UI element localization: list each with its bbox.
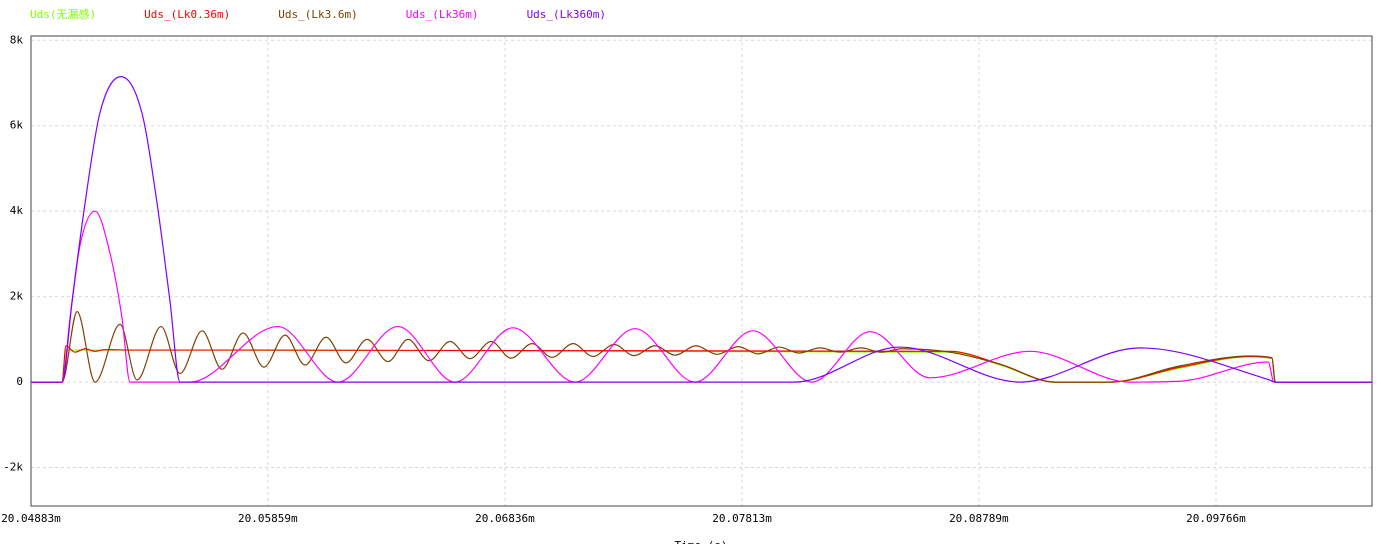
x-tick-label: 20.09766m [1186, 512, 1246, 525]
legend-entry: Uds_(Lk360m) [527, 8, 606, 21]
series-line [31, 310, 1372, 383]
series-line [31, 210, 1372, 383]
legend-entry: Uds_(Lk0.36m) [144, 8, 230, 21]
y-tick-label: 6k [10, 119, 24, 132]
legend-entry: Uds(无漏感) [30, 8, 96, 21]
y-tick-label: 4k [10, 204, 24, 217]
y-tick-label: -2k [3, 461, 23, 474]
x-tick-label: 20.07813m [712, 512, 772, 525]
x-tick-label: 20.05859m [238, 512, 298, 525]
x-tick-label: 20.04883m [1, 512, 61, 525]
plot-border [30, 35, 1373, 507]
series-line [31, 75, 1372, 383]
x-axis-title: Time (s) [675, 539, 728, 544]
legend-entry: Uds_(Lk3.6m) [278, 8, 357, 21]
legend-entry: Uds_(Lk36m) [406, 8, 479, 21]
x-tick-label: 20.06836m [475, 512, 535, 525]
y-tick-label: 8k [10, 33, 24, 46]
y-tick-label: 0 [16, 375, 23, 388]
x-tick-label: 20.08789m [949, 512, 1009, 525]
y-tick-label: 2k [10, 290, 24, 303]
